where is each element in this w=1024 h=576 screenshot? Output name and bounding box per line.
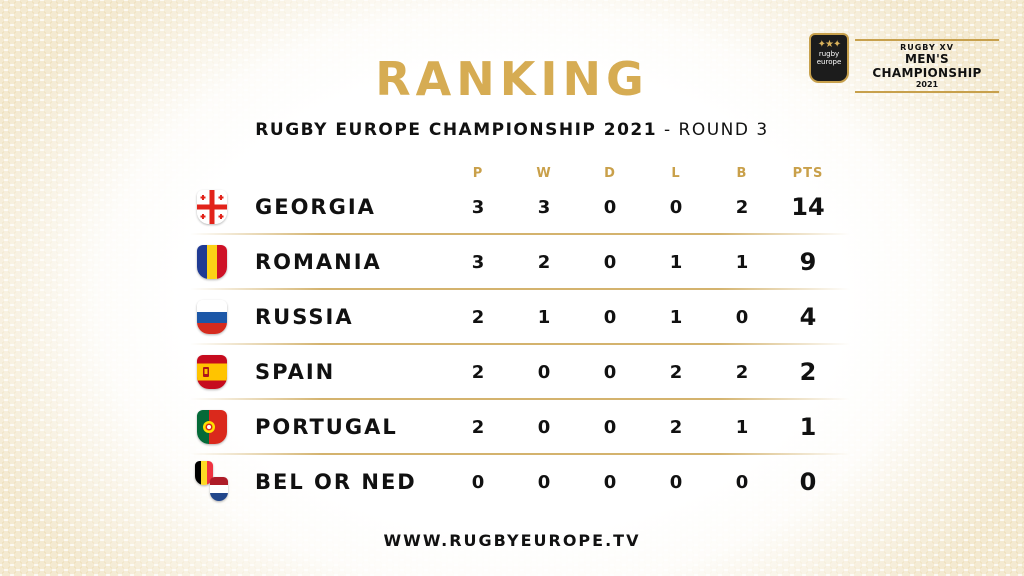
- cell-lost: 0: [669, 197, 683, 218]
- cell-lost: 2: [669, 417, 683, 438]
- logo-line-1: RUGBY XV: [900, 43, 954, 52]
- georgia-flag-icon: [197, 190, 227, 224]
- russia-flag-icon: [197, 300, 227, 334]
- row-divider: [190, 288, 850, 290]
- romania-flag-icon: [197, 245, 227, 279]
- row-divider: [190, 453, 850, 455]
- cell-played: 2: [471, 417, 485, 438]
- cell-points: 1: [799, 413, 817, 441]
- cell-lost: 1: [669, 307, 683, 328]
- cell-lost: 2: [669, 362, 683, 383]
- cell-won: 0: [537, 417, 551, 438]
- cell-lost: 0: [669, 472, 683, 493]
- column-header-lost: L: [671, 166, 681, 181]
- logo-text: RUGBY XV MEN'S CHAMPIONSHIP 2021: [855, 39, 999, 93]
- team-name: ROMANIA: [255, 250, 382, 274]
- row-divider: [190, 343, 850, 345]
- cell-played: 0: [471, 472, 485, 493]
- team-name: GEORGIA: [255, 195, 376, 219]
- cell-points: 0: [799, 468, 817, 496]
- cell-drawn: 0: [603, 417, 617, 438]
- championship-logo: ✦★✦ rugby europe RUGBY XV MEN'S CHAMPION…: [809, 33, 999, 93]
- table-row: SPAIN 2 0 0 2 2 2: [190, 345, 850, 400]
- website-url[interactable]: WWW.RUGBYEUROPE.TV: [383, 531, 641, 550]
- column-header-won: W: [536, 166, 552, 181]
- team-name: PORTUGAL: [255, 415, 398, 439]
- cell-bonus: 1: [735, 252, 749, 273]
- cell-points: 9: [799, 248, 817, 276]
- cell-bonus: 1: [735, 417, 749, 438]
- subtitle-round: - ROUND 3: [657, 120, 769, 140]
- cell-bonus: 0: [735, 307, 749, 328]
- logo-line-2: MEN'S CHAMPIONSHIP: [872, 52, 982, 80]
- cell-won: 2: [537, 252, 551, 273]
- cell-drawn: 0: [603, 362, 617, 383]
- table-row: BEL OR NED 0 0 0 0 0 0: [190, 455, 850, 510]
- table-row: ROMANIA 3 2 0 1 1 9: [190, 235, 850, 290]
- team-name: BEL OR NED: [255, 470, 417, 494]
- logo-line-3: 2021: [915, 80, 939, 89]
- spain-flag-icon: [197, 355, 227, 389]
- cell-drawn: 0: [603, 307, 617, 328]
- cell-drawn: 0: [603, 252, 617, 273]
- table-row: PORTUGAL 2 0 0 2 1 1: [190, 400, 850, 455]
- cell-played: 2: [471, 362, 485, 383]
- page-title: RANKING: [375, 52, 649, 106]
- cell-bonus: 0: [735, 472, 749, 493]
- table-row: GEORGIA 3 3 0 0 2 14: [190, 180, 850, 235]
- page-subtitle: RUGBY EUROPE CHAMPIONSHIP 2021 - ROUND 3: [0, 120, 1024, 140]
- logo-brand: rugby europe: [816, 50, 842, 66]
- portugal-flag-icon: [197, 410, 227, 444]
- cell-bonus: 2: [735, 197, 749, 218]
- cell-won: 0: [537, 472, 551, 493]
- column-header-bonus: B: [736, 166, 748, 181]
- team-name: RUSSIA: [255, 305, 354, 329]
- cell-bonus: 2: [735, 362, 749, 383]
- cell-drawn: 0: [603, 472, 617, 493]
- column-header-drawn: D: [604, 166, 616, 181]
- row-divider: [190, 398, 850, 400]
- cell-played: 3: [471, 252, 485, 273]
- column-header-played: P: [472, 166, 484, 181]
- cell-won: 0: [537, 362, 551, 383]
- team-name: SPAIN: [255, 360, 336, 384]
- cell-won: 1: [537, 307, 551, 328]
- table-row: RUSSIA 2 1 0 1 0 4: [190, 290, 850, 345]
- cell-lost: 1: [669, 252, 683, 273]
- cell-points: 2: [799, 358, 817, 386]
- cell-points: 14: [791, 193, 825, 221]
- cell-played: 2: [471, 307, 485, 328]
- rugby-europe-shield-icon: ✦★✦ rugby europe: [809, 33, 849, 83]
- belgium-flag-icon: [195, 461, 213, 485]
- cell-played: 3: [471, 197, 485, 218]
- cell-won: 3: [537, 197, 551, 218]
- netherlands-flag-icon: [210, 477, 228, 501]
- cell-points: 4: [799, 303, 817, 331]
- row-divider: [190, 233, 850, 235]
- cell-drawn: 0: [603, 197, 617, 218]
- subtitle-main: RUGBY EUROPE CHAMPIONSHIP 2021: [255, 120, 658, 140]
- column-header-points: PTS: [792, 166, 824, 181]
